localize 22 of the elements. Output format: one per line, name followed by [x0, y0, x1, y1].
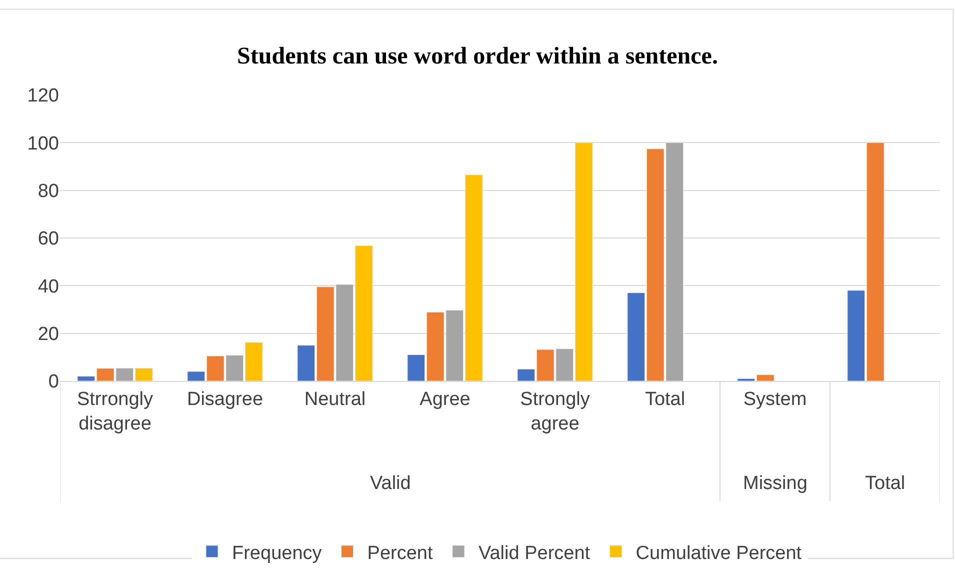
text: Total — [865, 473, 906, 494]
y-tick-label: 40 — [38, 276, 59, 298]
legend-label: Percent — [367, 542, 434, 564]
legend-label: Cumulative Percent — [636, 542, 802, 564]
chart-title: Students can use word order within a sentence. — [237, 43, 718, 70]
x-tick-label: Strrongly disagree — [76, 388, 154, 434]
y-tick-label: 20 — [38, 324, 59, 345]
legend-label: Valid Percent — [478, 542, 591, 564]
text: Missing — [743, 473, 808, 494]
y-tick-label: 120 — [27, 86, 59, 107]
x-tick-label: Agree — [420, 388, 470, 410]
y-tick-label: 100 — [27, 133, 59, 154]
text: Valid — [370, 473, 411, 494]
x-tick-label: System — [743, 388, 807, 410]
y-tick-label: 60 — [38, 228, 59, 250]
x-tick-label: Total — [644, 388, 686, 410]
x-tick-label: Neutral — [304, 388, 366, 410]
y-tick-label: 0 — [48, 372, 59, 393]
y-tick-label: 80 — [38, 180, 59, 202]
x-tick-label: Strongly agree — [520, 388, 590, 434]
x-tick-label: Disagree — [186, 388, 264, 410]
legend-label: Frequency — [232, 542, 322, 564]
